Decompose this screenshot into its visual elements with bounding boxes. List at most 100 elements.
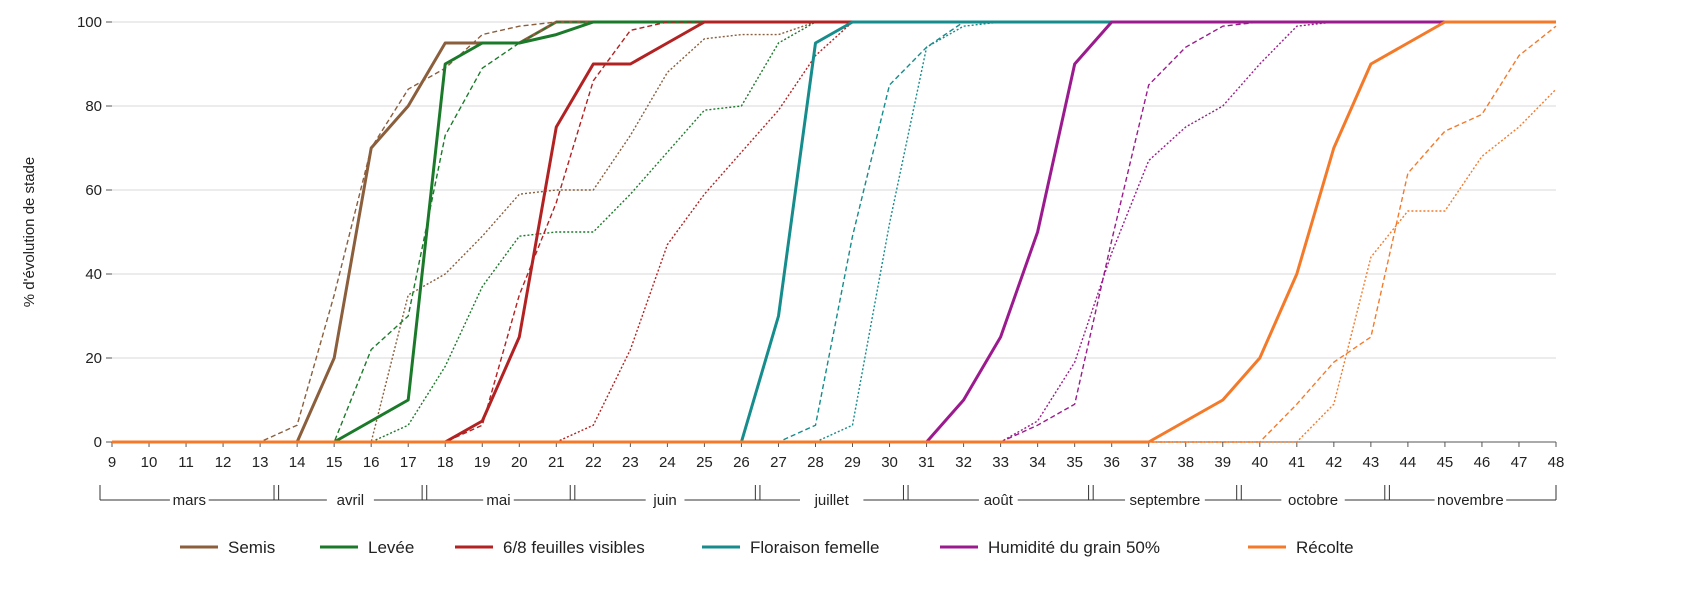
series-line-13-dashed xyxy=(112,21,1556,443)
series-line-5-dotted xyxy=(112,21,1556,443)
legend-label: Récolte xyxy=(1296,538,1354,557)
x-tick-label: 47 xyxy=(1511,454,1528,471)
x-tick-label: 12 xyxy=(215,454,232,471)
month-label-bg xyxy=(1434,492,1507,508)
month-bracket: octobre xyxy=(1236,485,1390,509)
x-tick-label: 39 xyxy=(1214,454,1231,471)
y-tick-label: 40 xyxy=(85,266,102,283)
series-line-0-solid xyxy=(112,20,1556,444)
y-tick-label: 0 xyxy=(94,434,102,451)
month-label: juin xyxy=(652,492,676,509)
x-tick-label: 14 xyxy=(289,454,306,471)
month-label: octobre xyxy=(1288,492,1338,509)
series-line-8-dotted xyxy=(112,21,1556,443)
series-line-7-dashed xyxy=(112,21,1556,443)
month-label-bg xyxy=(326,492,374,508)
month-label: mars xyxy=(173,492,206,509)
month-bracket: juillet xyxy=(754,485,909,509)
month-label-bg xyxy=(1125,492,1205,508)
x-tick-label: 40 xyxy=(1251,454,1268,471)
series-line-9-solid xyxy=(112,20,1556,444)
x-tick-label: 11 xyxy=(178,454,194,471)
series-line-2-dotted xyxy=(112,21,1556,443)
x-tick-label: 30 xyxy=(881,454,898,471)
x-tick-label: 23 xyxy=(622,454,639,471)
x-tick-label: 17 xyxy=(400,454,417,471)
legend-label: 6/8 feuilles visibles xyxy=(503,538,645,557)
x-tick-label: 36 xyxy=(1103,454,1120,471)
y-tick-label: 100 xyxy=(77,14,102,31)
month-bracket: mai xyxy=(421,485,576,509)
x-tick-label: 37 xyxy=(1140,454,1157,471)
x-tick-label: 27 xyxy=(770,454,787,471)
x-tick-label: 28 xyxy=(807,454,824,471)
y-tick-label: 60 xyxy=(85,182,102,199)
series-line-1-dashed xyxy=(112,21,1556,443)
series-line-11-dotted xyxy=(112,21,1556,443)
legend-item: Levée xyxy=(320,538,414,557)
x-tick-label: 42 xyxy=(1326,454,1343,471)
month-label: septembre xyxy=(1129,492,1200,509)
month-label-bg xyxy=(1281,492,1345,508)
series-line-3-solid xyxy=(112,20,1556,444)
axes: 0 20 40 60 80 100 9 10 11 12 13 14 15 16 17 18 19 20 21 22 2… xyxy=(77,14,1564,471)
series-line-10-dashed xyxy=(112,21,1556,443)
x-tick-label: 13 xyxy=(252,454,269,471)
series-line-17-dotted xyxy=(112,88,1557,443)
month-label: août xyxy=(984,492,1014,509)
x-tick-label: 19 xyxy=(474,454,491,471)
x-tick-label: 21 xyxy=(548,454,565,471)
month-bracket: août xyxy=(902,485,1094,509)
series-line-6-solid xyxy=(112,20,1556,444)
x-tick-label: 9 xyxy=(108,454,116,471)
legend-item: Semis xyxy=(180,538,275,557)
x-tick-label: 43 xyxy=(1363,454,1380,471)
series-line-12-solid xyxy=(112,20,1556,444)
series-line-16-dashed xyxy=(112,25,1557,443)
month-label-bg xyxy=(169,492,209,508)
x-tick-label: 26 xyxy=(733,454,750,471)
legend-item: 6/8 feuilles visibles xyxy=(455,538,645,557)
x-tick-label: 32 xyxy=(955,454,972,471)
y-tick-label: 20 xyxy=(85,350,102,367)
x-tick-label: 25 xyxy=(696,454,713,471)
x-tick-label: 34 xyxy=(1029,454,1046,471)
month-bracket: juin xyxy=(569,485,761,509)
legend-label: Humidité du grain 50% xyxy=(988,538,1160,557)
x-tick-label: 24 xyxy=(659,454,676,471)
month-label: mai xyxy=(486,492,510,509)
y-axis-label: % d'évolution de stade xyxy=(21,157,38,307)
legend-label: Levée xyxy=(368,538,414,557)
x-tick-label: 45 xyxy=(1437,454,1454,471)
month-bracket: avril xyxy=(273,485,428,509)
x-tick-label: 18 xyxy=(437,454,454,471)
x-tick-label: 35 xyxy=(1066,454,1083,471)
x-tick-label: 38 xyxy=(1177,454,1194,471)
x-tick-label: 22 xyxy=(585,454,602,471)
series-line-4-dashed xyxy=(112,21,1556,443)
x-tick-label: 33 xyxy=(992,454,1009,471)
month-label: novembre xyxy=(1437,492,1504,509)
month-label-bg xyxy=(645,492,685,508)
month-label-bg xyxy=(978,492,1018,508)
x-tick-label: 10 xyxy=(141,454,158,471)
month-labels: mars avril mai juin juillet août septembre octo… xyxy=(99,485,1557,509)
month-label-bg xyxy=(483,492,514,508)
x-tick-label: 16 xyxy=(363,454,380,471)
month-bracket: novembre xyxy=(1384,485,1557,509)
x-tick-label: 48 xyxy=(1548,454,1565,471)
x-tick-label: 20 xyxy=(511,454,528,471)
series-line-15-solid xyxy=(112,20,1556,444)
legend-item: Humidité du grain 50% xyxy=(940,538,1160,557)
month-label: juillet xyxy=(814,492,850,509)
month-label: avril xyxy=(337,492,365,509)
x-tick-label: 46 xyxy=(1474,454,1491,471)
series-line-14-dotted xyxy=(112,21,1556,443)
x-tick-label: 29 xyxy=(844,454,861,471)
legend-label: Floraison femelle xyxy=(750,538,879,557)
x-tick-label: 44 xyxy=(1400,454,1417,471)
legend-item: Floraison femelle xyxy=(702,538,879,557)
y-tick-label: 80 xyxy=(85,98,102,115)
